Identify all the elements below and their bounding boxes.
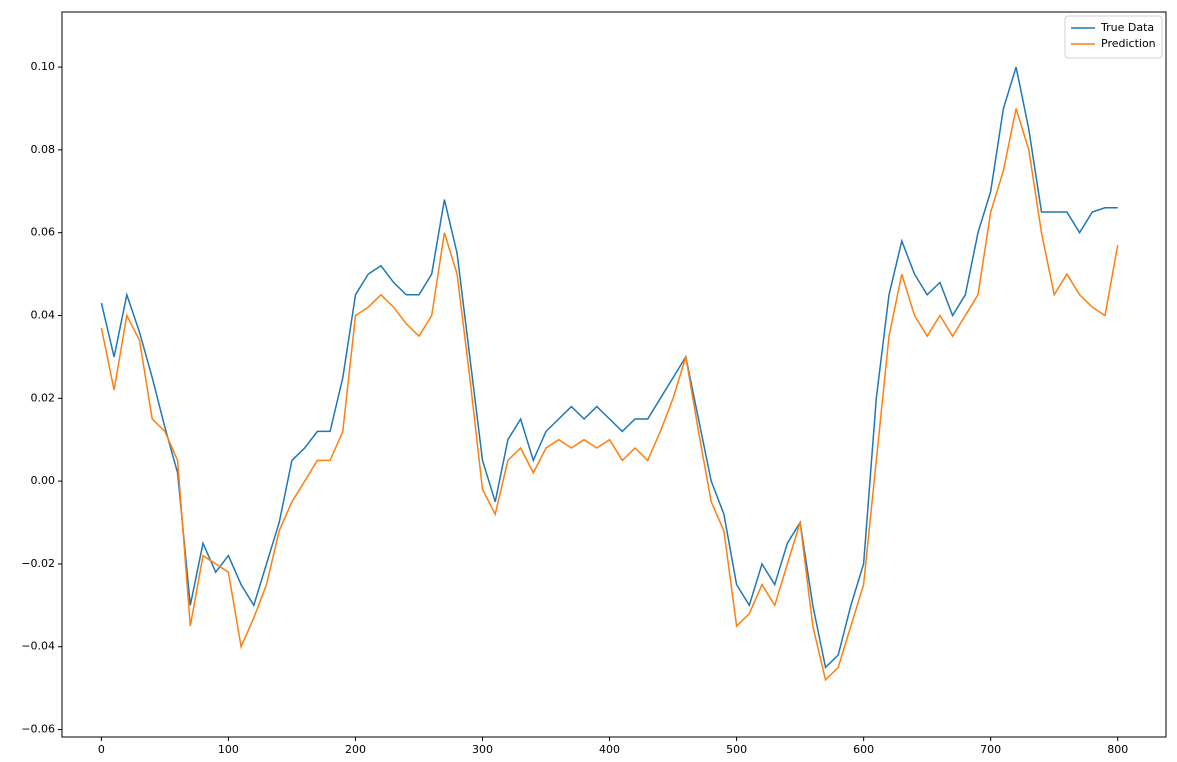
plot-frame	[61, 11, 1167, 738]
series-line	[100, 108, 1119, 682]
x-tick-label: 600	[853, 743, 874, 756]
y-tick-label: −0.06	[21, 723, 55, 736]
series-line	[100, 66, 1118, 669]
x-tick-label: 700	[980, 743, 1001, 756]
x-tick-label: 200	[345, 743, 366, 756]
legend: True Data Prediction	[1064, 15, 1163, 59]
legend-label: True Data	[1100, 21, 1154, 34]
x-tick-label: 0	[98, 743, 105, 756]
x-tick-label: 400	[599, 743, 620, 756]
x-tick-label: 800	[1107, 743, 1128, 756]
legend-label: Prediction	[1101, 37, 1156, 50]
y-tick-label: 0.06	[31, 226, 56, 239]
y-tick-label: 0.00	[31, 474, 56, 487]
x-tick-label: 100	[218, 743, 239, 756]
y-tick-label: 0.02	[31, 391, 56, 404]
y-tick-label: 0.10	[31, 60, 56, 73]
y-tick-label: −0.02	[21, 557, 55, 570]
x-tick-label: 500	[726, 743, 747, 756]
legend-box	[1064, 15, 1163, 59]
plot-area	[62, 12, 1166, 737]
y-tick-label: 0.04	[31, 308, 56, 321]
x-tick-label: 300	[472, 743, 493, 756]
y-tick-label: −0.04	[21, 640, 55, 653]
y-tick-label: 0.08	[31, 143, 56, 156]
